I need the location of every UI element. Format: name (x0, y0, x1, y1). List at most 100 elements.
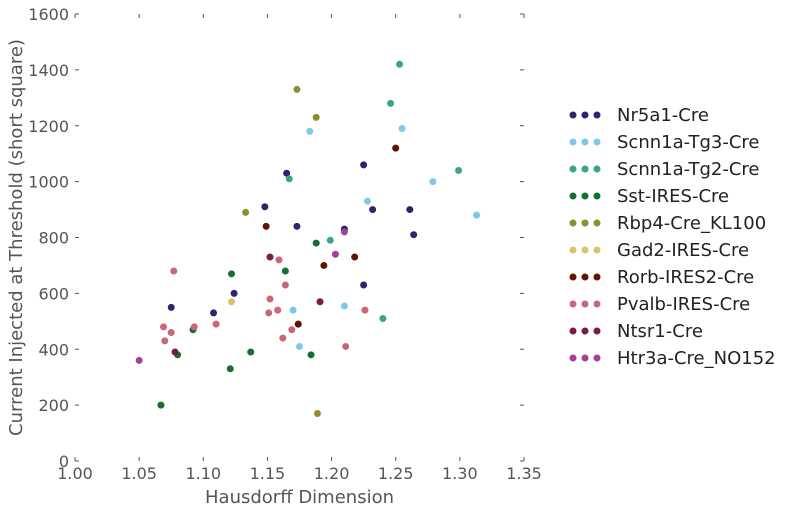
y-tick-label: 200 (38, 396, 69, 415)
legend-marker (569, 300, 577, 308)
x-tick-label: 1.00 (57, 464, 93, 483)
data-point (387, 99, 395, 107)
data-point (160, 323, 168, 331)
data-point (294, 320, 302, 328)
data-point (247, 348, 255, 356)
x-tick-label: 1.10 (185, 464, 221, 483)
data-point (293, 222, 301, 230)
legend-marker (569, 219, 577, 227)
legend-marker (569, 192, 577, 200)
data-point (320, 261, 328, 269)
data-point (230, 289, 238, 297)
data-point (285, 175, 293, 183)
legend-marker (593, 300, 601, 308)
data-point (275, 256, 283, 264)
legend-marker (581, 300, 589, 308)
legend-marker (569, 273, 577, 281)
data-point (265, 309, 273, 317)
data-point (283, 169, 291, 177)
legend-label: Ntsr1-Cre (617, 321, 703, 342)
data-point (293, 85, 301, 93)
legend-marker (581, 219, 589, 227)
data-point (455, 166, 463, 174)
legend-label: Rorb-IRES2-Cre (617, 267, 754, 288)
data-point (171, 348, 179, 356)
data-point (135, 356, 143, 364)
y-tick-label: 1600 (28, 5, 69, 24)
data-point (262, 222, 270, 230)
legend-item: Ntsr1-Cre (569, 321, 703, 342)
y-tick-label: 1400 (28, 61, 69, 80)
legend-marker (593, 138, 601, 146)
x-tick-label: 1.05 (121, 464, 157, 483)
data-point (228, 298, 236, 306)
legend-marker (581, 192, 589, 200)
legend-marker (593, 111, 601, 119)
data-point (340, 228, 348, 236)
data-point (360, 161, 368, 169)
data-point (306, 127, 314, 135)
x-tick-label: 1.25 (378, 464, 414, 483)
data-point (210, 309, 218, 317)
y-tick-label: 1200 (28, 117, 69, 136)
legend-label: Pvalb-IRES-Cre (617, 294, 750, 315)
legend-marker (593, 165, 601, 173)
y-tick-label: 400 (38, 340, 69, 359)
y-axis-label: Current Injected at Threshold (short squ… (6, 39, 27, 436)
legend-marker (569, 327, 577, 335)
legend-marker (569, 138, 577, 146)
data-point (351, 253, 359, 261)
y-tick-label: 600 (38, 284, 69, 303)
legend-label: Htr3a-Cre_NO152 (617, 348, 776, 369)
legend-marker (569, 246, 577, 254)
data-point (326, 236, 334, 244)
data-point (363, 197, 371, 205)
legend-item: Sst-IRES-Cre (569, 186, 729, 207)
x-axis-label: Hausdorff Dimension (205, 487, 394, 508)
data-point (307, 351, 315, 359)
data-point (228, 270, 236, 278)
legend-marker (569, 354, 577, 362)
legend-item: Pvalb-IRES-Cre (569, 294, 750, 315)
legend-label: Scnn1a-Tg2-Cre (617, 159, 759, 180)
data-point (190, 323, 198, 331)
legend-marker (581, 246, 589, 254)
data-point (379, 315, 387, 323)
data-point (274, 306, 282, 314)
x-tick-label: 1.30 (442, 464, 478, 483)
y-tick-label: 800 (38, 229, 69, 248)
data-point (261, 203, 269, 211)
data-point (288, 326, 296, 334)
legend-marker (569, 165, 577, 173)
data-point (410, 231, 418, 239)
data-point (281, 267, 289, 275)
y-tick-label: 0 (59, 452, 69, 471)
x-tick-label: 1.20 (314, 464, 350, 483)
legend-item: Rorb-IRES2-Cre (569, 267, 754, 288)
legend-item: Nr5a1-Cre (569, 105, 709, 126)
legend-marker (581, 273, 589, 281)
legend-item: Gad2-IRES-Cre (569, 240, 749, 261)
data-point (157, 401, 165, 409)
legend-label: Nr5a1-Cre (617, 105, 709, 126)
axes: 1.00 1.05 1.10 1.15 1.20 1.25 1.30 1.35 0 200 400 6… (28, 5, 542, 483)
legend-item: Rbp4-Cre_KL100 (569, 213, 766, 234)
data-point (392, 144, 400, 152)
data-point (312, 239, 320, 247)
legend-item: Htr3a-Cre_NO152 (569, 348, 776, 369)
legend-marker (593, 192, 601, 200)
data-point (312, 113, 320, 121)
data-point (313, 410, 321, 418)
data-points (135, 60, 481, 418)
data-point (406, 206, 414, 214)
data-point (296, 342, 303, 350)
data-point (289, 306, 297, 314)
data-point (170, 267, 178, 275)
data-point (340, 302, 348, 310)
legend-label: Sst-IRES-Cre (617, 186, 729, 207)
legend-marker (581, 138, 589, 146)
data-point (316, 298, 324, 306)
legend-item: Scnn1a-Tg2-Cre (569, 159, 759, 180)
legend-marker (593, 273, 601, 281)
legend-marker (581, 165, 589, 173)
